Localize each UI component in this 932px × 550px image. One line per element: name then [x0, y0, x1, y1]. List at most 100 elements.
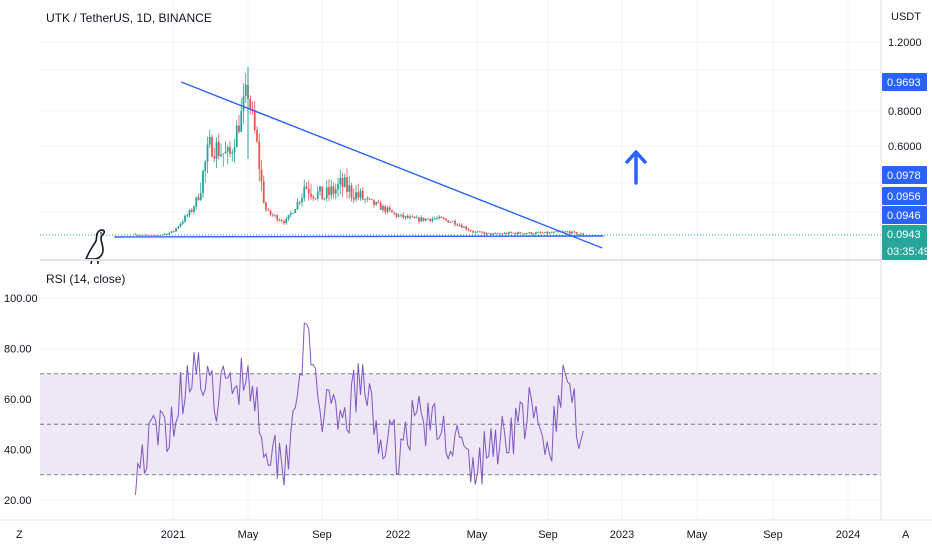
candle-body: [575, 232, 578, 235]
candle-body: [537, 232, 540, 233]
candle-body: [375, 202, 378, 205]
candle-body: [503, 232, 506, 234]
candle-body: [481, 231, 483, 233]
candle-body: [195, 197, 198, 207]
candle-body: [546, 231, 549, 234]
trendlines[interactable]: [114, 81, 604, 249]
candle-body: [532, 233, 535, 235]
candle-body: [249, 98, 252, 109]
candle-body: [494, 233, 497, 235]
candle-body: [305, 186, 308, 189]
candle-body: [206, 144, 209, 162]
candle-body: [510, 232, 513, 233]
candle-body: [442, 218, 445, 219]
candle-body: [330, 186, 333, 196]
candle-body: [370, 199, 373, 200]
candle-body: [215, 141, 218, 159]
candle-body: [454, 221, 456, 225]
candle-body: [285, 218, 288, 224]
candle-body: [458, 225, 461, 226]
candle-body: [231, 152, 234, 154]
candle-body: [229, 147, 231, 154]
price-badge-label: 03:35:49: [887, 246, 930, 258]
candle-body: [395, 213, 398, 217]
candle-body: [233, 147, 236, 153]
candle-body: [438, 216, 441, 219]
candle-body: [321, 186, 324, 200]
rsi-tick-label: 80.00: [4, 344, 32, 356]
candle-body: [492, 233, 495, 235]
z-button[interactable]: Z: [16, 529, 23, 541]
candle-body: [303, 186, 306, 198]
time-label: Sep: [538, 529, 558, 541]
candle-body: [377, 202, 380, 203]
candle-body: [310, 193, 312, 197]
candle-body: [355, 192, 357, 200]
candle-body: [301, 197, 303, 203]
candle-body: [204, 161, 207, 172]
candle-body: [467, 229, 470, 231]
candle-body: [364, 199, 366, 201]
price-badge-bg: [882, 187, 927, 205]
candle-body: [409, 216, 411, 218]
rsi-y-axis[interactable]: 100.00 80.00 60.00 40.00 20.00: [4, 293, 38, 507]
time-label: Sep: [763, 529, 783, 541]
candle-body: [535, 232, 537, 234]
price-tick-label: 1.2000: [888, 37, 922, 49]
candle-body: [193, 206, 195, 212]
price-badge-bg: [882, 166, 927, 184]
time-axis[interactable]: 2021 May Sep 2022 May Sep 2023 May Sep 2024: [0, 519, 932, 541]
price-axis[interactable]: USDT 1.2000 0.8000 0.6000 0.9693 0.0978 0.09…: [880, 0, 930, 520]
candle-body: [406, 215, 409, 218]
candle-body: [294, 209, 297, 214]
candle-body: [577, 234, 580, 235]
candle-body: [166, 233, 168, 235]
candle-body: [508, 232, 510, 234]
a-button[interactable]: A: [902, 529, 910, 541]
candle-body: [172, 231, 175, 232]
candle-body: [175, 228, 177, 232]
candle-body: [186, 215, 189, 216]
rsi-tick-label: 100.00: [4, 293, 38, 305]
rsi-tick-label: 20.00: [4, 495, 32, 507]
candle-body: [469, 230, 472, 232]
candle-body: [465, 226, 468, 230]
a-button-label: A: [902, 529, 910, 541]
price-badge: 03:35:49: [882, 242, 930, 260]
candle-body: [357, 192, 360, 198]
z-button-label: Z: [16, 529, 23, 541]
candle-body: [418, 217, 420, 222]
candle-body: [179, 223, 182, 227]
candle-body: [265, 202, 267, 210]
candle-body: [487, 232, 490, 234]
candle-body: [433, 218, 436, 220]
price-panel[interactable]: UTK / TetherUS, 1D, BINANCE: [40, 11, 881, 265]
candle-body: [400, 214, 402, 216]
candle-body: [368, 198, 371, 200]
candle-body: [319, 186, 321, 192]
candle-body: [379, 202, 382, 210]
candle-body: [280, 220, 283, 222]
candle-body: [154, 235, 157, 236]
up-arrow[interactable]: [625, 150, 647, 185]
candle-body: [391, 210, 393, 213]
candle-body: [496, 233, 499, 235]
candle-body: [278, 220, 281, 221]
rsi-panel[interactable]: RSI (14, close) 100.00 80.00 60.00 40.00 20.…: [4, 272, 881, 507]
candle-body: [258, 141, 261, 170]
candle-body: [134, 234, 137, 236]
candle-body: [384, 206, 387, 212]
candle-body: [512, 232, 515, 234]
candle-body: [451, 221, 454, 222]
candle-body: [420, 217, 423, 222]
candle-body: [213, 156, 216, 159]
candle-body: [427, 218, 429, 220]
candle-body: [244, 84, 247, 97]
candle-body: [436, 218, 438, 219]
rsi-title: RSI (14, close): [46, 272, 125, 286]
candle-body: [346, 177, 348, 192]
candle-body: [404, 215, 407, 218]
candle-body: [170, 231, 173, 233]
candle-body: [145, 234, 148, 236]
